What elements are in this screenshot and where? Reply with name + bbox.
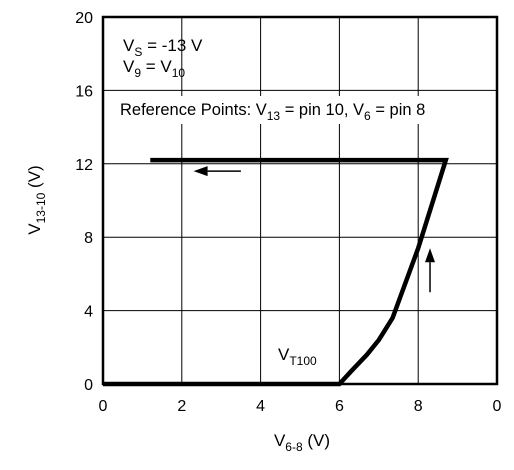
x-axis-label: V6-8 (V) — [274, 431, 330, 454]
series-line-0 — [103, 157, 449, 387]
x-axis-label-unit: (V) — [303, 431, 330, 450]
left-arrow — [193, 166, 241, 177]
annotation-v9: V9 = V10 — [123, 57, 185, 80]
annotation-v9-mid: = V — [141, 57, 172, 76]
annotation-vs-sub: S — [134, 45, 142, 59]
y-axis-label: V13-10 (V) — [25, 165, 48, 234]
annotation-v9-sub2: 10 — [172, 66, 186, 80]
plot-frame — [101, 15, 499, 386]
y-tick-label-4: 16 — [75, 83, 93, 100]
y-axis-label-main: V — [25, 223, 44, 235]
annotation-vs-rest: = -13 V — [142, 36, 203, 55]
x-tick-label-2: 4 — [256, 398, 265, 415]
annotation-vt100: VT100 — [278, 345, 317, 368]
x-tick-label-4: 8 — [414, 398, 423, 415]
data-series — [103, 157, 449, 387]
y-tick-label-0: 0 — [84, 377, 93, 394]
x-tick-label-5: 0 — [493, 398, 502, 415]
y-tick-label-3: 12 — [75, 157, 93, 174]
annotation-v9-sub: 9 — [134, 66, 141, 80]
reference-mid: = pin 10, V — [280, 101, 364, 119]
x-tick-labels: 0 2 4 6 8 0 — [99, 398, 502, 415]
x-axis-label-main: V — [274, 431, 286, 450]
reference-sub1: 13 — [267, 109, 281, 123]
y-tick-label-2: 8 — [84, 230, 93, 247]
reference-rest: = pin 8 — [371, 101, 426, 119]
reference-sub2: 6 — [364, 109, 371, 123]
arrows — [193, 166, 435, 293]
x-tick-label-0: 0 — [99, 398, 108, 415]
grid — [103, 17, 497, 384]
annotation-reference: Reference Points: V13 = pin 10, V6 = pin… — [120, 101, 425, 123]
y-tick-labels: 0 4 8 12 16 20 — [75, 10, 93, 394]
vt100-main: V — [278, 345, 290, 364]
vt100-sub: T100 — [289, 354, 317, 368]
x-tick-label-3: 6 — [335, 398, 344, 415]
y-axis-label-unit: (V) — [25, 165, 44, 192]
annotation-vs-main: V — [123, 36, 135, 55]
x-axis-label-sub: 6-8 — [285, 440, 303, 454]
annotation-v9-main: V — [123, 57, 135, 76]
x-tick-label-1: 2 — [177, 398, 186, 415]
reference-prefix: Reference Points: V — [120, 101, 267, 119]
annotation-vs: VS = -13 V — [123, 36, 203, 59]
y-axis-label-sub: 13-10 — [34, 192, 48, 223]
y-tick-label-5: 20 — [75, 10, 93, 27]
reference-label-background — [115, 96, 485, 124]
y-tick-label-1: 4 — [84, 304, 93, 321]
up-arrow — [425, 248, 435, 293]
